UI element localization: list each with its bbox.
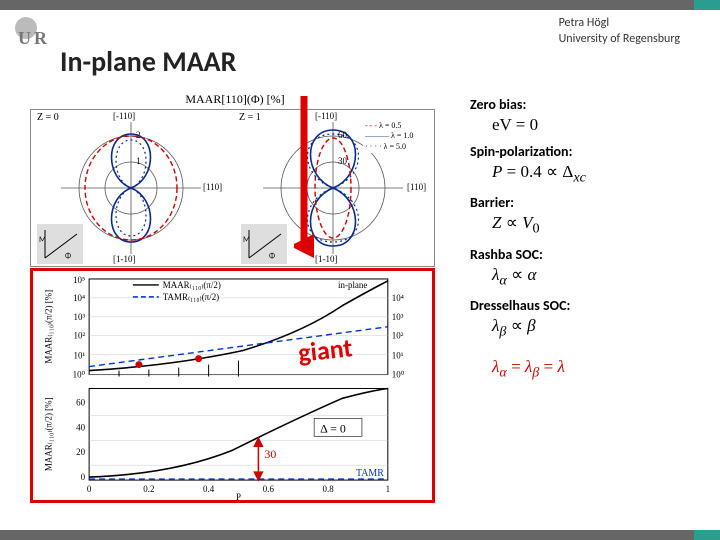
svg-text:MAAR₍₁₁₀₎(π/2) [%]: MAAR₍₁₁₀₎(π/2) [%] [43,290,53,364]
spinpol-label: Spin-polarization: [470,143,700,160]
rashba-label: Rashba SOC: [470,246,700,263]
svg-text:10⁰: 10⁰ [73,370,86,380]
rashba-eq: λα ∝ α [470,265,700,289]
spinpol-eq: P = 0.4 ∝ Δxc [470,162,700,186]
svg-text:0.8: 0.8 [322,484,334,494]
author-name: Petra Högl [559,16,680,32]
svg-text:U: U [18,28,31,46]
svg-text:10¹: 10¹ [392,351,404,361]
dir-label: [-110] [113,111,135,121]
barrier-label: Barrier: [470,194,700,211]
zero-bias-label: Zero bias: [470,96,700,113]
svg-text:10³: 10³ [392,312,404,322]
svg-text:10⁴: 10⁴ [73,293,85,303]
svg-text:P: P [236,492,241,500]
legend-item: λ = 5.0 [384,142,406,151]
svg-text:in-plane: in-plane [338,280,367,290]
svg-text:10²: 10² [392,331,404,341]
svg-text:Φ: Φ [269,251,275,261]
k-inset-right: MΦ [241,224,287,264]
svg-text:0: 0 [87,484,92,494]
svg-text:0: 0 [81,472,86,482]
svg-text:M: M [243,235,250,245]
dir-label: [110] [203,182,222,192]
dressel-eq: λβ ∝ β [470,316,700,340]
barrier-eq: Z ∝ V0 [470,213,700,237]
svg-text:10¹: 10¹ [74,351,86,361]
svg-text:TAMR: TAMR [356,468,384,479]
svg-text:Δ = 0: Δ = 0 [320,421,346,435]
svg-text:Φ: Φ [65,251,71,261]
svg-text:M: M [39,235,46,245]
svg-text:0.6: 0.6 [263,484,275,494]
z0-label: Z = 0 [37,112,59,123]
dir-label: [1-10] [113,254,136,264]
svg-text:40: 40 [76,422,85,432]
zero-bias-eq: eV = 0 [470,115,700,135]
svg-text:60: 60 [338,130,348,140]
giant-annotation: giant [296,331,353,368]
svg-text:2: 2 [136,130,141,140]
final-eq: λα = λβ = λ [470,357,700,381]
svg-text:10⁵: 10⁵ [73,275,85,285]
svg-text:MAAR₍₁₁₀₎(π/2): MAAR₍₁₁₀₎(π/2) [163,280,221,290]
legend-item: λ = 0.5 [379,121,401,130]
legend-item: λ = 1.0 [391,131,413,140]
dir-label: [1-10] [315,254,338,264]
svg-text:10⁰: 10⁰ [392,370,405,380]
author-affiliation: University of Regensburg [559,32,680,48]
svg-text:1: 1 [386,484,390,494]
svg-text:60: 60 [76,397,85,407]
svg-text:R: R [34,28,48,46]
arrow-down-icon [294,96,314,262]
svg-text:10³: 10³ [74,312,86,322]
header-author: Petra Högl University of Regensburg [559,16,680,47]
university-logo: U R [12,14,56,51]
polar-title: MAAR[110](Φ) [%] [30,92,440,107]
polar-legend: - - - λ = 0.5 ——— λ = 1.0 · · · · λ = 5.… [363,120,415,153]
slide-title: In-plane MAAR [60,44,236,79]
k-inset-left: MΦ [37,224,83,264]
figure-area: MAAR[110](Φ) [%] 1 2 Z = 0 [30,92,440,267]
bottom-bar [0,530,720,540]
dressel-label: Dresselhaus SOC: [470,297,700,314]
z1-label: Z = 1 [239,112,261,123]
svg-text:0.4: 0.4 [203,484,215,494]
equations-panel: Zero bias: eV = 0 Spin-polarization: P =… [470,90,700,389]
svg-text:1: 1 [136,156,141,166]
svg-text:10²: 10² [74,331,86,341]
svg-text:30: 30 [338,156,348,166]
svg-text:20: 20 [76,447,85,457]
polar-plots: 1 2 Z = 0 30 60 Z = 1 [-110] [110] [1-10… [30,109,435,267]
top-bar [0,0,720,10]
line-plot: 10⁰ 10¹ 10² 10³ 10⁴ 10⁵ 10⁰ 10¹ 10² 10³ … [30,268,435,503]
dir-label: [-110] [315,111,337,121]
svg-text:TAMR₍₁₁₀₎(π/2): TAMR₍₁₁₀₎(π/2) [163,292,219,302]
svg-text:10⁴: 10⁴ [392,293,404,303]
svg-text:MAAR₍₁₁₀₎(π/2) [%]: MAAR₍₁₁₀₎(π/2) [%] [43,397,53,471]
dir-label: [110] [407,182,426,192]
svg-text:30: 30 [264,447,276,461]
svg-text:0.2: 0.2 [143,484,154,494]
